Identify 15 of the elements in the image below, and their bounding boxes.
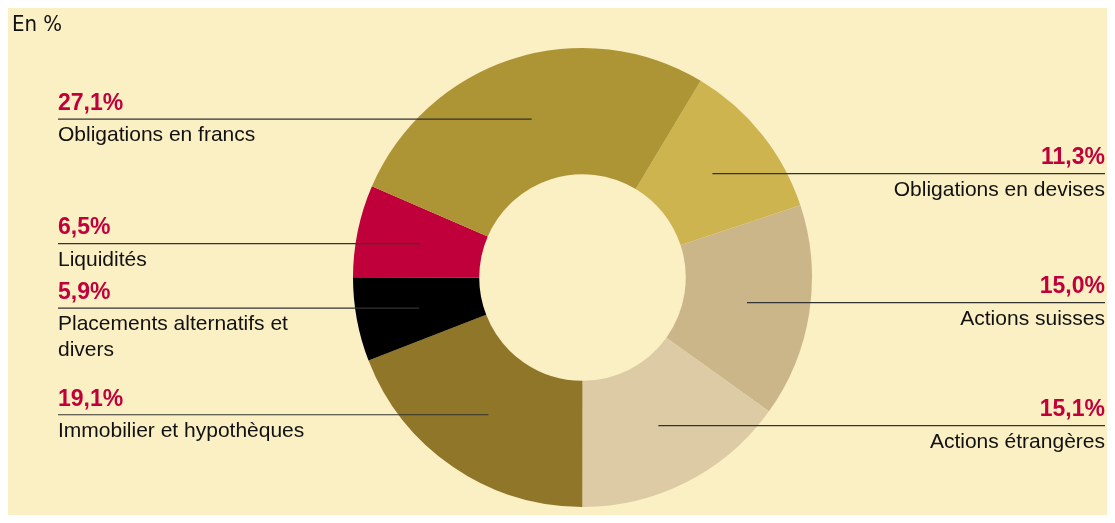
slice-label: Placements alternatifs et divers [58, 311, 289, 361]
data-label: 15,0% [1039, 272, 1105, 299]
slice-label: Actions suisses [960, 305, 1105, 329]
slice-label: Obligations en francs [58, 122, 256, 146]
slice-label: Obligations en devises [893, 176, 1105, 200]
slice-label: Liquidités [58, 246, 147, 270]
slice-label: Actions étrangères [929, 428, 1105, 452]
data-label: 19,1% [58, 384, 124, 411]
chart-title: En % [12, 10, 63, 36]
data-label: 6,5% [58, 213, 111, 240]
data-label: 5,9% [58, 277, 111, 304]
data-label: 15,1% [1039, 395, 1105, 422]
slice-label: Immobilier et hypothèques [58, 418, 305, 442]
data-label: 11,3% [1041, 143, 1105, 170]
data-label: 27,1% [58, 88, 124, 115]
